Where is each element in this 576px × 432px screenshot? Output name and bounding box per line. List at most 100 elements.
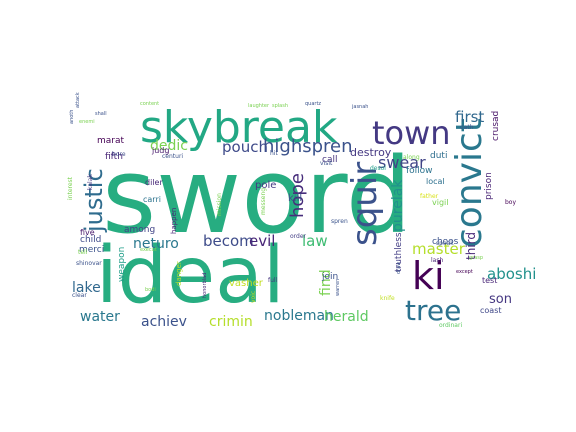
word-cloud-word: weapon <box>117 247 127 282</box>
word-cloud-word: execut <box>140 247 157 253</box>
word-cloud-word: lash <box>431 257 443 264</box>
word-cloud-word: enemi <box>79 119 95 125</box>
word-cloud-word: crusad <box>491 111 501 141</box>
word-cloud-word: evil <box>249 232 275 250</box>
word-cloud-word: speak <box>436 240 454 247</box>
word-cloud-word: shinovar <box>76 260 102 267</box>
word-cloud-word: crimin <box>209 314 253 330</box>
word-cloud-word: ideal <box>96 231 285 321</box>
word-cloud-word: voic <box>250 291 257 303</box>
word-cloud-word: visit <box>320 160 333 167</box>
word-cloud-word: diler <box>145 178 163 187</box>
word-cloud-word: test <box>482 276 497 285</box>
word-cloud-word: skybreak <box>140 102 338 153</box>
word-cloud-word: water <box>80 309 120 325</box>
word-cloud-word: aboshi <box>487 265 536 283</box>
word-cloud-word: town <box>372 114 451 152</box>
word-cloud-word: call <box>322 155 337 165</box>
word-cloud-word: prison <box>484 172 494 200</box>
word-cloud-word: along <box>403 154 420 161</box>
word-cloud-word: find <box>318 269 334 296</box>
word-cloud-word: knife <box>380 295 395 302</box>
word-cloud-word: sword <box>102 135 412 257</box>
word-cloud-word: tree <box>405 294 461 327</box>
word-cloud-word: dedic <box>150 138 188 154</box>
word-cloud-word: ki <box>412 254 445 298</box>
word-cloud-word: five <box>80 228 95 237</box>
word-cloud-word: justic <box>80 168 108 233</box>
word-cloud-word: bodi <box>145 287 156 293</box>
word-cloud-word: carri <box>143 195 161 204</box>
word-cloud-word: herald <box>324 309 369 325</box>
word-cloud-word: achiev <box>141 314 187 330</box>
word-cloud-word: anoth <box>69 110 75 124</box>
word-cloud-word: centuri <box>162 153 183 160</box>
word-cloud-word: bore <box>112 151 126 158</box>
word-cloud-word: mission <box>216 193 223 216</box>
word-cloud-word: merci <box>79 245 104 255</box>
word-cloud-word: pole <box>255 180 276 191</box>
word-cloud-word: truthless <box>394 232 404 272</box>
word-cloud-word: except <box>456 269 473 275</box>
word-cloud-word: join <box>321 272 338 282</box>
word-cloud-word: ordinari <box>439 322 462 329</box>
word-cloud-word: hope <box>287 173 308 218</box>
word-cloud-word: laughter <box>248 103 270 109</box>
word-cloud-word: local <box>426 177 445 186</box>
word-cloud-word: vasher <box>229 278 264 289</box>
word-cloud-word: jasnah <box>351 104 368 110</box>
word-cloud-word: highspren <box>263 136 353 157</box>
word-cloud-word: quartz <box>305 101 321 107</box>
word-cloud-word: lake <box>72 280 101 296</box>
word-cloud-word: son <box>489 292 512 307</box>
word-cloud-word: destroy <box>350 146 392 159</box>
word-cloud-word: among <box>124 225 155 235</box>
word-cloud-word: father <box>420 193 439 200</box>
word-cloud-word: master <box>412 240 466 258</box>
word-cloud-word: tell <box>78 249 88 256</box>
word-cloud-word: grasp <box>469 255 483 261</box>
word-cloud-word: child <box>80 235 101 245</box>
word-cloud-word: content <box>140 101 159 107</box>
word-cloud-word: happen <box>170 208 178 234</box>
word-cloud-word: pouch <box>222 138 268 156</box>
word-cloud-word: hit <box>270 150 278 157</box>
word-cloud-word: shall <box>95 111 107 117</box>
word-cloud-word: honorblad <box>202 273 208 298</box>
word-cloud-word: splash <box>272 103 288 109</box>
word-cloud-word: law <box>302 232 328 250</box>
word-cloud-word: duti <box>430 151 447 161</box>
word-cloud-word: boy <box>505 199 516 206</box>
word-cloud-word: choos <box>432 237 459 247</box>
word-cloud-word: kill <box>288 193 302 204</box>
word-cloud-word: full <box>268 277 278 284</box>
word-cloud-word: clear <box>72 292 87 299</box>
word-cloud-word: danger <box>175 261 183 286</box>
word-cloud-word: marat <box>97 136 124 146</box>
word-cloud-word: third <box>464 232 478 260</box>
word-cloud-word: warren <box>335 279 341 296</box>
word-cloud-word: kalak <box>87 174 94 190</box>
word-cloud-word: fifth <box>105 152 123 162</box>
word-cloud-word: vigil <box>432 198 448 207</box>
word-cloud-word: swear <box>378 153 426 172</box>
word-cloud-word: order <box>290 233 307 240</box>
word-cloud-word: interest <box>67 176 74 200</box>
word-cloud-word: judg <box>151 146 169 155</box>
word-cloud-word: purelak <box>390 179 406 232</box>
word-cloud-word: neturo <box>133 236 179 252</box>
word-cloud-word: squir <box>345 162 385 246</box>
word-cloud-word: desol <box>370 165 386 172</box>
word-cloud-word: convict <box>449 118 490 248</box>
word-cloud-word: spren <box>331 218 348 225</box>
word-cloud-word: nobleman <box>264 308 334 324</box>
word-cloud-word: oath <box>460 124 474 131</box>
word-cloud-word: attack <box>75 92 81 108</box>
word-cloud-word: draw <box>396 262 402 274</box>
word-cloud-word: coast <box>480 306 502 315</box>
word-cloud-word: first <box>455 108 484 126</box>
word-cloud-word: follow <box>406 166 433 176</box>
word-cloud-word: becom <box>203 232 254 250</box>
word-cloud-word: messeng <box>260 188 267 215</box>
